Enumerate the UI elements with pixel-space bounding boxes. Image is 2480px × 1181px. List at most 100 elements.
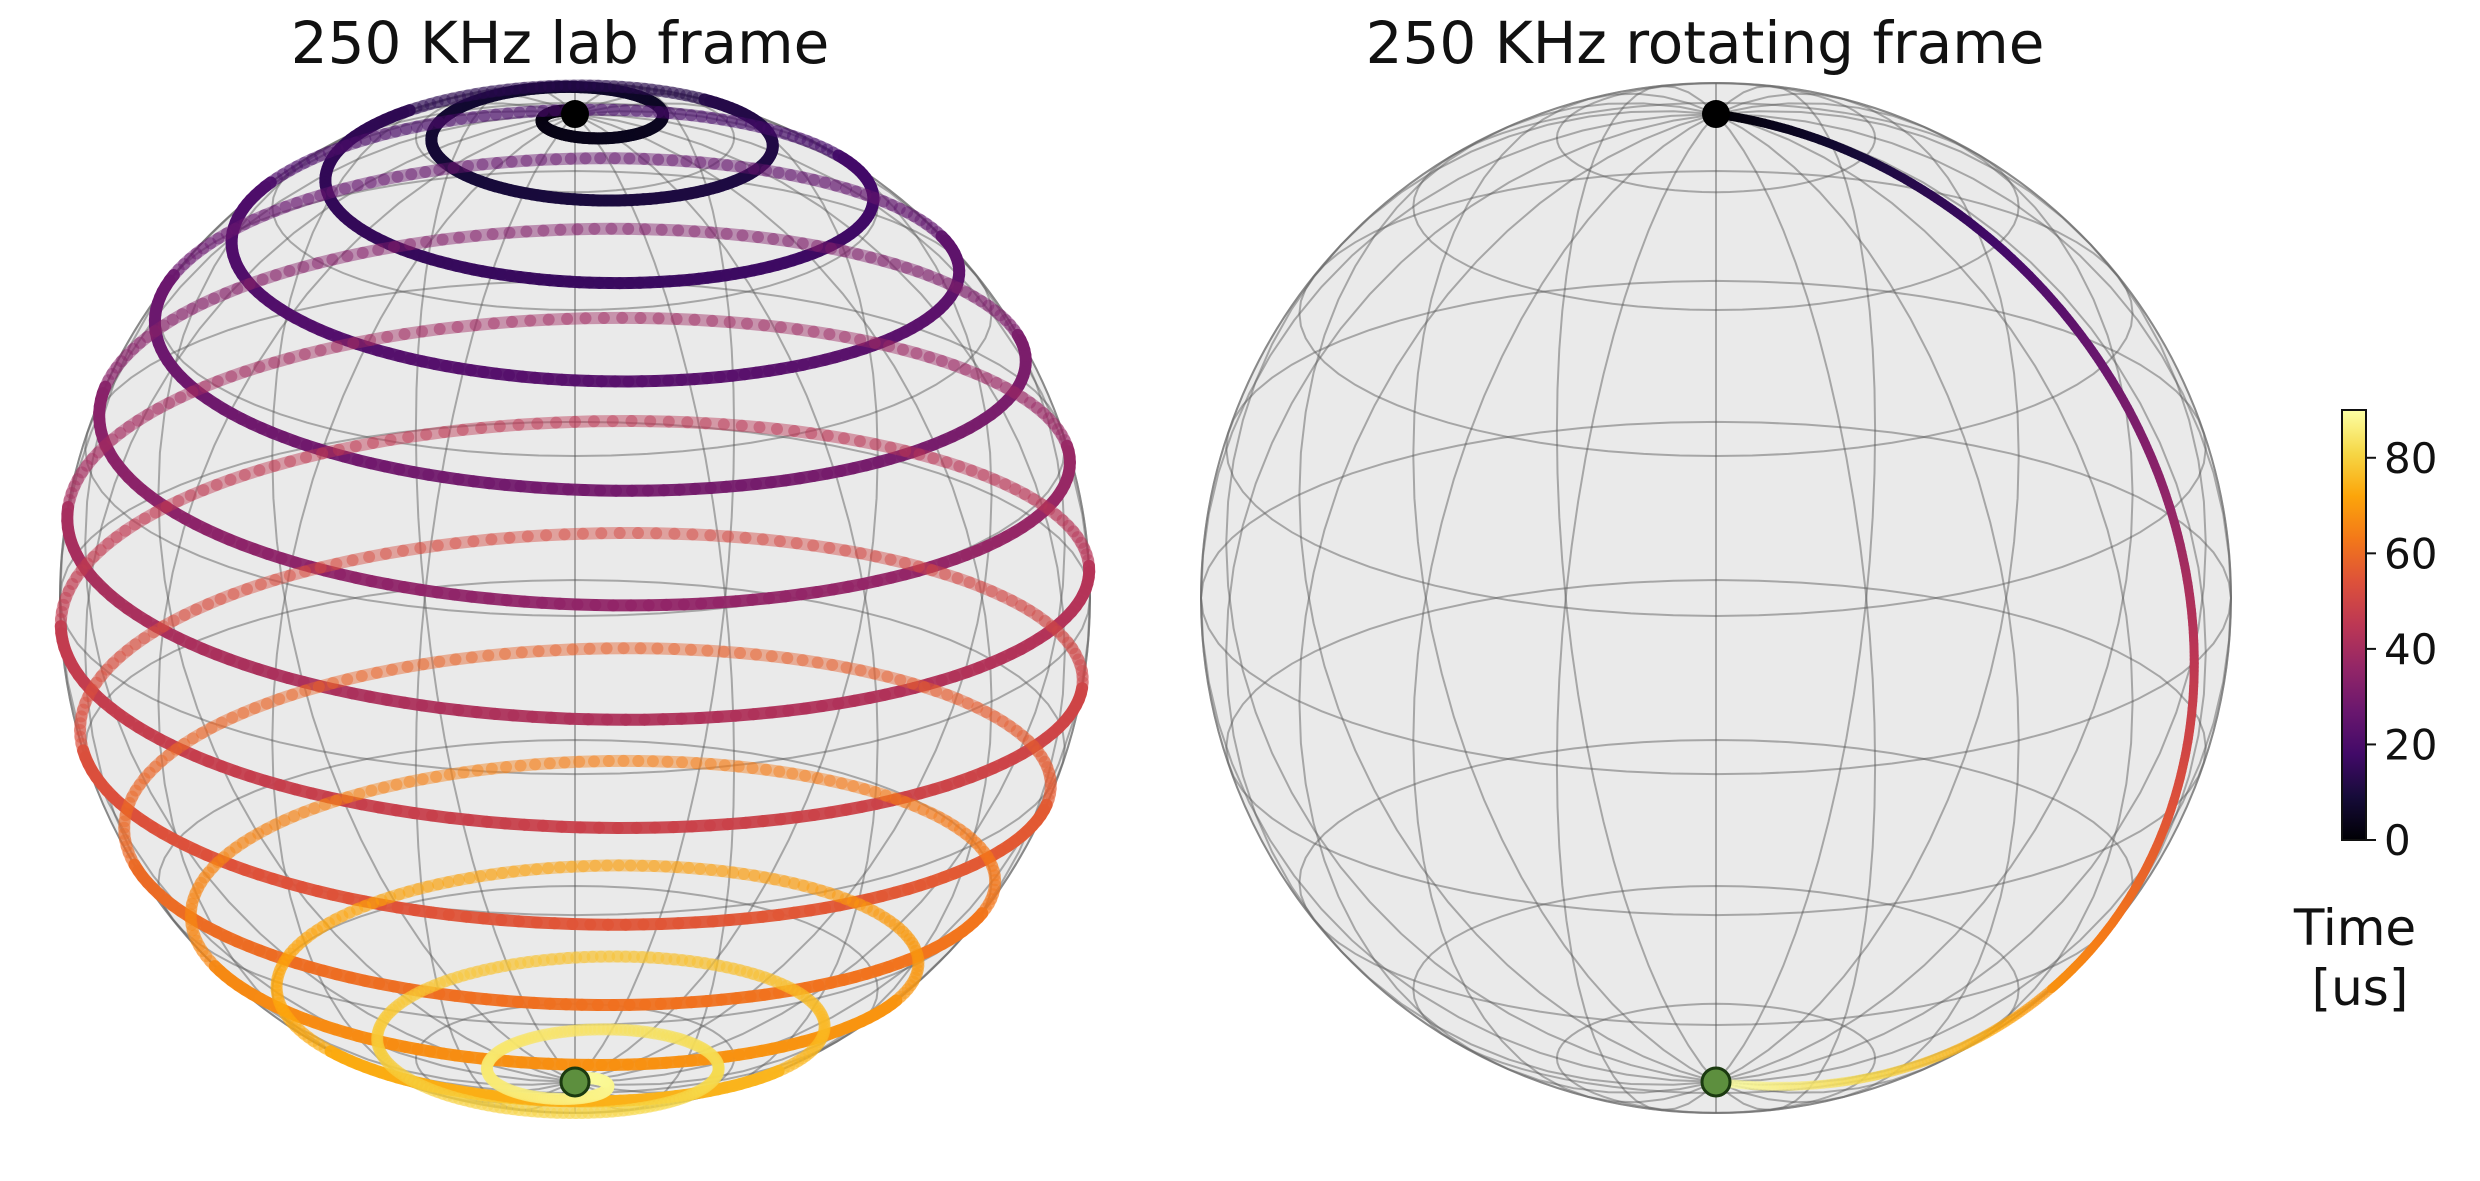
- lab-trajectory-segment: [599, 1084, 613, 1097]
- lab-trajectory-segment: [330, 791, 354, 807]
- lab-trajectory-segment: [774, 321, 804, 336]
- lab-trajectory-segment: [1062, 636, 1079, 655]
- rot-latitude-line: [1555, 1002, 1877, 1114]
- lab-trajectory-segment: [1047, 417, 1064, 436]
- lab-trajectory-segment: [947, 819, 966, 836]
- rot-trajectory-segment: [1938, 1049, 1951, 1060]
- lab-trajectory-segment: [359, 130, 382, 146]
- lab-trajectory-segment: [260, 693, 286, 710]
- lab-trajectory-segment: [593, 1087, 607, 1100]
- lab-trajectory-segment: [668, 953, 689, 967]
- lab-trajectory-segment: [497, 1081, 512, 1095]
- lab-trajectory-segment: [758, 871, 781, 886]
- lab-trajectory-segment: [817, 1013, 831, 1029]
- lab-trajectory-segment: [401, 658, 430, 673]
- lab-trajectory-segment: [190, 934, 206, 952]
- lab-trajectory-segment: [554, 223, 584, 236]
- lab-trajectory-segment: [532, 1105, 551, 1119]
- lab-trajectory-segment: [753, 969, 772, 984]
- rot-trajectory-segment: [1980, 1028, 1993, 1040]
- lab-trajectory-segment: [686, 90, 705, 104]
- lab-trajectory-segment: [935, 355, 960, 372]
- lab-trajectory-segment: [418, 981, 436, 996]
- lab-trajectory-segment: [408, 986, 426, 1001]
- rot-trajectory-segment: [1880, 1068, 1894, 1079]
- rot-trajectory-segment: [1894, 1064, 1907, 1075]
- rot-trajectory-segment: [1852, 1074, 1865, 1085]
- lab-trajectory-segment: [442, 1089, 460, 1104]
- lab-trajectory-segment: [890, 990, 907, 1007]
- lab-trajectory-segment: [431, 537, 462, 552]
- lab-trajectory-segment: [1011, 328, 1027, 346]
- lab-trajectory-segment: [214, 588, 240, 605]
- lab-trajectory-segment: [980, 372, 1003, 389]
- lab-trajectory-segment: [68, 473, 84, 493]
- lab-trajectory-segment: [363, 547, 392, 563]
- lab-trajectory-segment: [279, 1008, 295, 1025]
- lab-trajectory-segment: [838, 432, 866, 448]
- lab-trajectory-segment: [184, 484, 210, 502]
- lab-trajectory-segment: [291, 935, 308, 952]
- lab-trajectory-segment: [734, 964, 753, 978]
- lab-trajectory-segment: [401, 1071, 417, 1086]
- lab-trajectory-segment: [514, 956, 535, 970]
- lab-trajectory-segment: [244, 827, 265, 845]
- rot-trajectory-segment: [1928, 1053, 1941, 1064]
- lab-trajectory-segment: [1041, 761, 1055, 779]
- lab-trajectory-segment: [879, 789, 902, 805]
- lab-trajectory-segment: [788, 425, 818, 440]
- lab-trajectory-segment: [547, 1026, 563, 1040]
- lab-trajectory-segment: [940, 456, 966, 473]
- lab-trajectory-segment: [369, 128, 392, 143]
- lab-trajectory-segment: [507, 1085, 522, 1099]
- lab-trajectory-segment: [680, 155, 707, 169]
- lab-trajectory-segment: [1027, 493, 1048, 511]
- lab-trajectory-segment: [485, 761, 513, 775]
- lab-trajectory-segment: [341, 787, 366, 804]
- rot-trajectory-segment: [1955, 1041, 1968, 1053]
- rot-trajectory-segment: [1915, 1058, 1928, 1069]
- lab-trajectory-segment: [1075, 664, 1089, 683]
- rot-trajectory-segment: [1908, 1060, 1921, 1071]
- rot-trajectory-segment: [2030, 995, 2043, 1007]
- lab-trajectory-segment: [636, 1025, 653, 1039]
- lab-trajectory-segment: [1008, 323, 1024, 341]
- lab-trajectory-segment: [529, 757, 556, 771]
- lab-trajectory-segment: [356, 243, 385, 259]
- lab-end-marker: [559, 1066, 591, 1098]
- lab-trajectory-segment: [589, 1088, 604, 1102]
- rot-latitude-line: [1199, 420, 2233, 776]
- lab-trajectory-segment: [835, 777, 860, 793]
- lab-trajectory-segment: [704, 758, 731, 772]
- lab-trajectory-segment: [1060, 439, 1075, 458]
- lab-trajectory-segment: [981, 850, 996, 868]
- lab-trajectory-segment: [400, 991, 417, 1006]
- lab-trajectory-segment: [705, 1074, 720, 1089]
- lab-trajectory-segment: [759, 971, 777, 986]
- lab-trajectory-segment: [908, 210, 927, 226]
- lab-trajectory-segment: [685, 1087, 701, 1101]
- lab-trajectory-segment: [772, 166, 797, 181]
- lab-trajectory-segment: [423, 979, 441, 994]
- lab-trajectory-segment: [678, 1089, 695, 1104]
- lab-trajectory-segment: [510, 81, 531, 95]
- lab-trajectory-segment: [371, 1025, 385, 1041]
- colorbar-bar: [2341, 409, 2367, 841]
- lab-trajectory-segment: [273, 688, 299, 706]
- lab-trajectory-segment: [416, 323, 446, 338]
- lab-trajectory-segment: [243, 273, 269, 290]
- lab-trajectory-segment: [646, 755, 674, 768]
- lab-trajectory-segment: [277, 1004, 292, 1021]
- lab-trajectory-segment: [643, 1099, 661, 1113]
- lab-trajectory-segment: [469, 86, 490, 101]
- rot-trajectory-segment: [1948, 1044, 1961, 1056]
- lab-trajectory-segment: [1030, 401, 1050, 419]
- lab-trajectory-segment: [710, 1055, 724, 1069]
- lab-trajectory-segment: [623, 81, 644, 95]
- lab-trajectory-segment: [520, 153, 548, 167]
- lab-trajectory-segment: [1027, 740, 1044, 758]
- lab-trajectory-segment: [256, 269, 282, 286]
- lab-trajectory-segment: [106, 361, 123, 380]
- lab-trajectory-segment: [288, 806, 310, 823]
